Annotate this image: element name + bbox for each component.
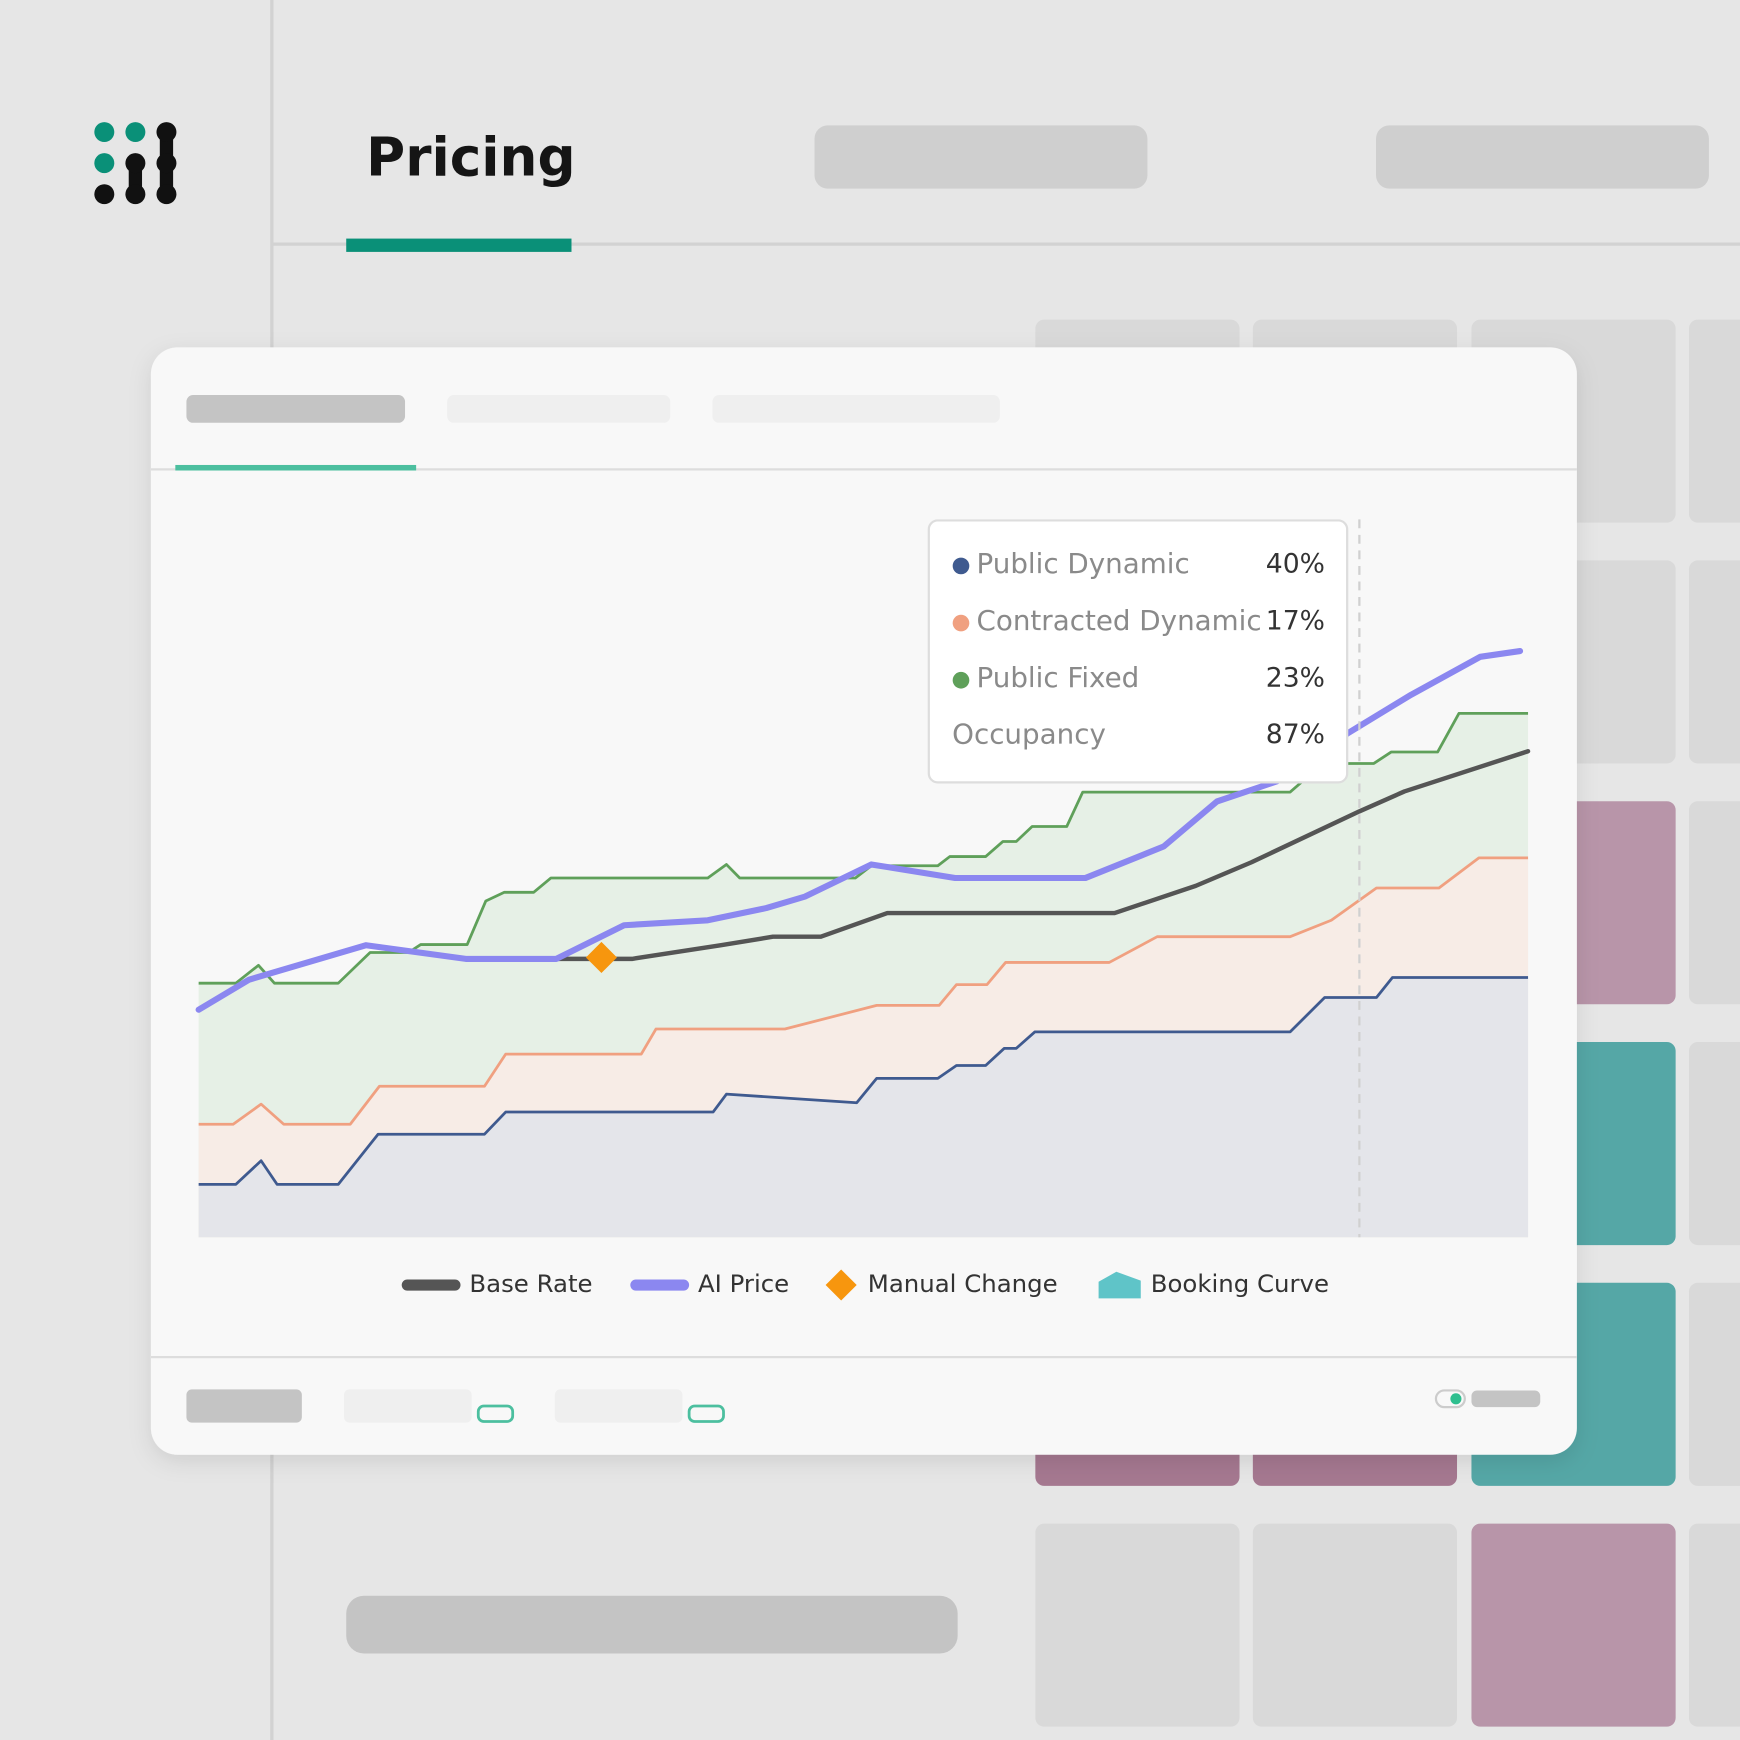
footer-chip[interactable] <box>687 1404 725 1423</box>
bottom-placeholder[interactable] <box>346 1595 958 1654</box>
series-line <box>195 648 1524 1013</box>
tooltip-label: Occupancy <box>952 718 1106 751</box>
toggle[interactable] <box>1434 1389 1466 1409</box>
plot <box>195 648 1531 1238</box>
tooltip-label: Public Dynamic <box>977 547 1190 580</box>
legend-label: Manual Change <box>868 1269 1058 1298</box>
tooltip-swatch <box>952 671 970 689</box>
area-line <box>198 976 1529 1186</box>
tooltip-swatch <box>952 614 970 632</box>
tile[interactable] <box>1688 1282 1740 1486</box>
tooltip-value: 40% <box>1266 548 1325 579</box>
tooltip-label: Public Fixed <box>977 661 1140 694</box>
legend-label: Base Rate <box>469 1269 592 1298</box>
header-placeholder[interactable] <box>814 125 1148 189</box>
tile[interactable] <box>1035 1523 1240 1727</box>
footer-placeholder[interactable] <box>344 1389 472 1423</box>
tooltip-box <box>927 519 1349 784</box>
tooltip-value: 87% <box>1266 719 1325 750</box>
legend: Base Rate AI Price Manual Change Booking Cu… <box>401 1269 1329 1301</box>
legend-item: Base Rate <box>401 1269 593 1298</box>
logo-dot <box>156 122 177 143</box>
legend-swatch <box>1098 1271 1141 1299</box>
tile[interactable] <box>1688 801 1740 1005</box>
tab-placeholder[interactable] <box>447 395 671 423</box>
chart-card: Occupancy 87% Public Dynamic 40%Contracte… <box>150 347 1577 1455</box>
logo-dot <box>156 184 177 205</box>
tooltip-label: Contracted Dynamic <box>977 604 1262 637</box>
tab-placeholder[interactable] <box>712 395 1000 423</box>
area-line <box>198 856 1529 1126</box>
tile[interactable] <box>1688 1042 1740 1246</box>
logo-dot <box>125 122 146 143</box>
tile[interactable] <box>1688 560 1740 764</box>
logo-dot <box>125 184 146 205</box>
legend-item: Booking Curve <box>1098 1269 1329 1299</box>
footer-placeholder[interactable] <box>1471 1390 1541 1408</box>
footer-placeholder[interactable] <box>554 1389 683 1423</box>
series-line <box>463 749 1531 962</box>
tab-underline <box>175 464 417 471</box>
tile[interactable] <box>1252 1523 1458 1727</box>
area-fill <box>198 977 1529 1238</box>
tab-placeholder[interactable] <box>186 395 406 423</box>
logo-dot <box>94 153 115 174</box>
logo-dot <box>125 153 146 174</box>
logo[interactable] <box>94 122 177 205</box>
legend-label: Booking Curve <box>1151 1269 1329 1298</box>
tooltip-value: 23% <box>1266 663 1325 694</box>
legend-item: AI Price <box>630 1269 789 1298</box>
logo-dot <box>156 153 177 174</box>
footer-chip[interactable] <box>476 1404 515 1423</box>
tile[interactable] <box>1688 319 1740 523</box>
tooltip-swatch <box>952 557 970 575</box>
legend-label: AI Price <box>698 1269 789 1298</box>
active-tab-underline <box>346 238 572 252</box>
logo-dot <box>94 122 115 143</box>
header-placeholder[interactable] <box>1376 125 1709 189</box>
logo-dot <box>94 184 115 205</box>
tooltip-value: 17% <box>1266 605 1325 636</box>
toggle-knob <box>1450 1393 1462 1405</box>
tile[interactable] <box>1471 1523 1676 1727</box>
page-title[interactable]: Pricing <box>366 127 575 189</box>
tile[interactable] <box>1688 1523 1740 1727</box>
tooltip: Occupancy 87% Public Dynamic 40%Contracte… <box>927 519 1349 784</box>
footer-placeholder[interactable] <box>186 1389 302 1423</box>
